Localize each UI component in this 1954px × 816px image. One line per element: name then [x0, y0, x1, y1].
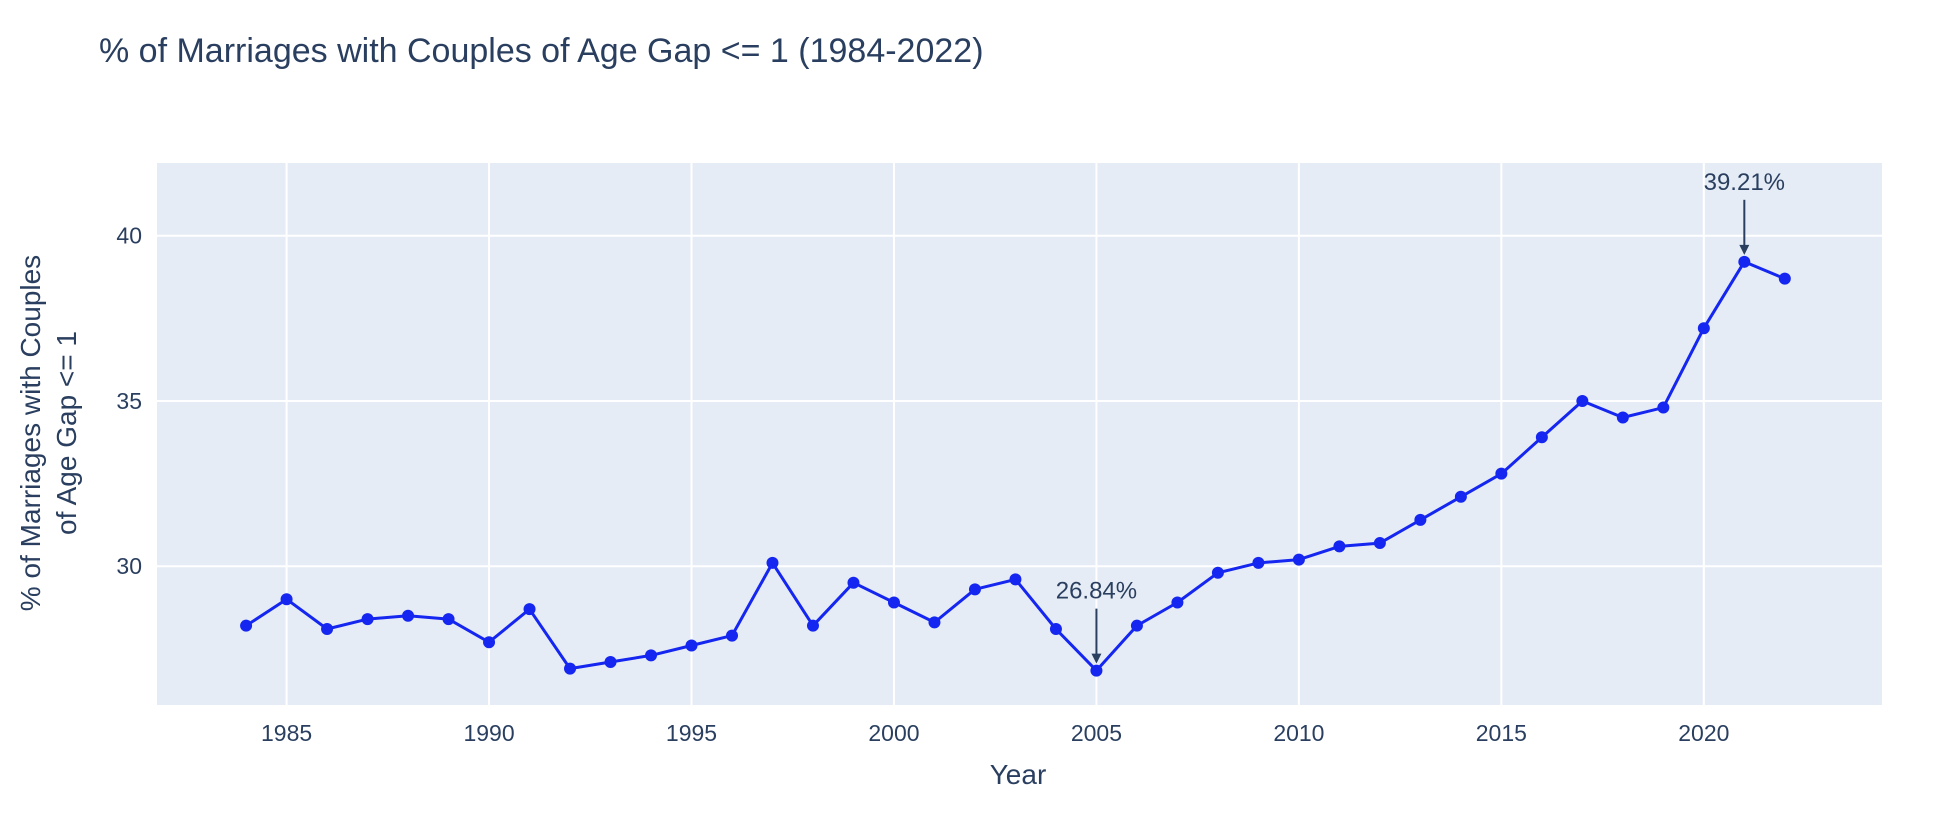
annotation-arrowhead	[1739, 244, 1750, 255]
data-point	[402, 609, 415, 622]
data-point	[1454, 490, 1467, 503]
gridlines	[157, 163, 1882, 705]
data-point	[442, 613, 455, 626]
data-point	[523, 603, 536, 616]
x-tick-label: 1995	[666, 720, 717, 746]
data-point	[806, 619, 819, 632]
data-point	[1778, 272, 1791, 285]
x-tick-label: 2005	[1071, 720, 1122, 746]
data-points	[240, 255, 1791, 677]
x-tick-label: 1990	[463, 720, 514, 746]
y-axis-title-line-1: % of Marriages with Couples	[15, 255, 46, 611]
annotation-label: 26.84%	[1056, 578, 1137, 605]
data-point	[968, 583, 981, 596]
annotation-arrowhead	[1091, 653, 1102, 664]
data-point	[321, 622, 334, 635]
data-point	[1697, 322, 1710, 335]
annotation: 26.84%	[1056, 578, 1137, 664]
data-point	[483, 636, 496, 649]
data-point	[1333, 540, 1346, 553]
chart-title: % of Marriages with Couples of Age Gap <…	[99, 32, 984, 70]
data-point	[1414, 513, 1427, 526]
data-point	[1009, 573, 1022, 586]
x-tick-label: 2010	[1273, 720, 1324, 746]
data-point	[564, 662, 577, 675]
data-point	[645, 649, 658, 662]
data-point	[1252, 556, 1265, 569]
data-point	[1373, 537, 1386, 550]
data-point	[685, 639, 698, 652]
y-tick-label: 35	[116, 388, 142, 414]
annotation: 39.21%	[1704, 169, 1785, 255]
data-point	[928, 616, 941, 629]
data-point	[847, 576, 860, 589]
data-point	[1292, 553, 1305, 566]
y-axis-ticks: 30 35 40	[116, 223, 142, 579]
data-point	[361, 613, 374, 626]
x-tick-label: 1985	[261, 720, 312, 746]
data-point	[1130, 619, 1143, 632]
x-tick-label: 2000	[868, 720, 919, 746]
data-point	[1535, 431, 1548, 444]
data-point	[1738, 255, 1751, 268]
data-point	[887, 596, 900, 609]
data-point	[1657, 401, 1670, 414]
y-tick-label: 30	[116, 553, 142, 579]
annotations: 26.84% 39.21%	[1056, 169, 1785, 664]
data-point	[280, 593, 293, 606]
data-point	[240, 619, 253, 632]
x-axis-title: Year	[990, 759, 1047, 790]
data-point	[1171, 596, 1184, 609]
data-point	[1616, 411, 1629, 424]
data-point	[1090, 664, 1103, 677]
y-axis-title-line-2: of Age Gap <= 1	[51, 331, 82, 535]
y-tick-label: 40	[116, 223, 142, 249]
data-point	[766, 556, 779, 569]
data-point	[1211, 566, 1224, 579]
data-point	[1049, 622, 1062, 635]
data-point	[1495, 467, 1508, 480]
x-tick-label: 2020	[1678, 720, 1729, 746]
x-axis-ticks: 1985 1990 1995 2000 2005 2010 2015 2020	[261, 720, 1729, 746]
x-tick-label: 2015	[1476, 720, 1527, 746]
plot-area	[157, 163, 1882, 705]
data-point	[1576, 394, 1589, 407]
annotation-label: 39.21%	[1704, 169, 1785, 196]
data-point	[726, 629, 738, 642]
data-point	[604, 656, 617, 669]
y-axis-title: % of Marriages with Couples of Age Gap <…	[15, 255, 82, 611]
